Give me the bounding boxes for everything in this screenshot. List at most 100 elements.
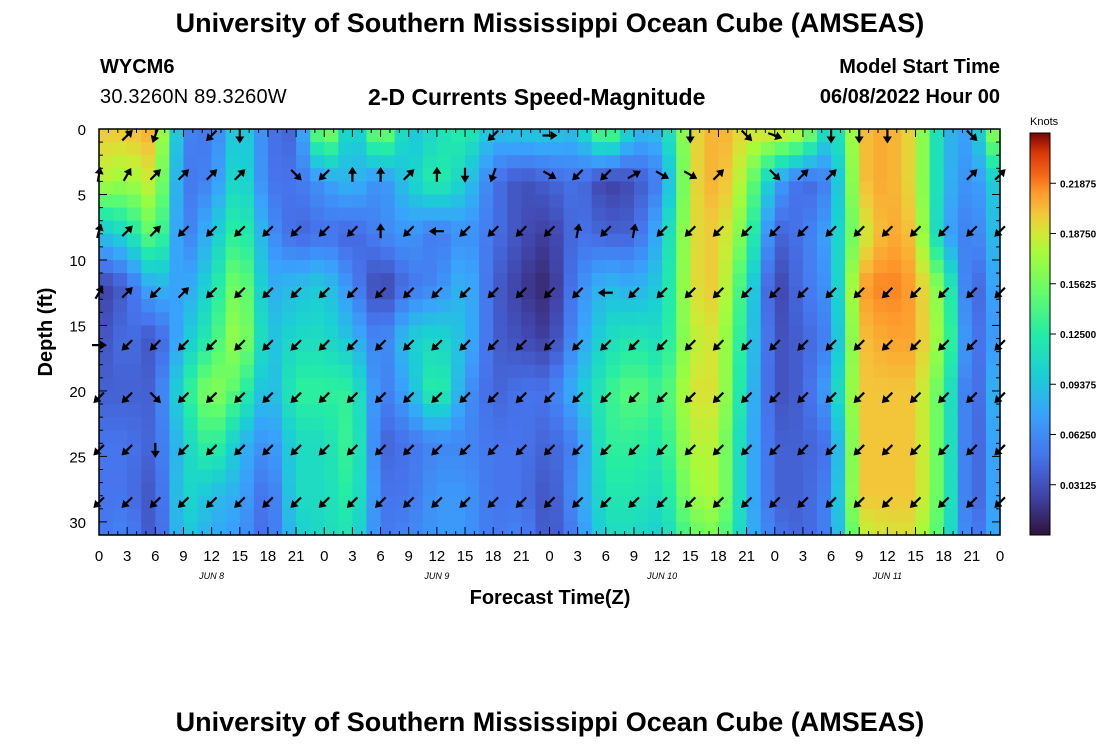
heatmap-cell — [436, 181, 452, 196]
heatmap-cell — [225, 273, 241, 287]
heatmap-cell — [662, 194, 677, 209]
heatmap-cell — [535, 351, 551, 366]
heatmap-cell — [845, 482, 860, 497]
heatmap-cell — [465, 377, 480, 392]
heatmap-cell — [296, 194, 311, 209]
heatmap-cell — [648, 246, 663, 261]
heatmap-cell — [127, 246, 142, 261]
current-arrow — [487, 496, 499, 508]
heatmap-cell — [760, 417, 776, 431]
x-tick-label: 3 — [573, 548, 581, 565]
heatmap-cell — [267, 443, 283, 458]
heatmap-cell — [887, 194, 903, 209]
heatmap-cell — [746, 508, 762, 523]
heatmap-cell — [816, 325, 832, 340]
heatmap-cell — [971, 443, 987, 458]
heatmap-cell — [352, 129, 368, 143]
heatmap-cell — [113, 377, 128, 392]
heatmap-cell — [732, 404, 748, 418]
heatmap-cell — [99, 417, 114, 431]
heatmap-cell — [465, 129, 480, 143]
heatmap-cell — [788, 312, 804, 327]
heatmap-cell — [915, 194, 931, 209]
heatmap-cell — [985, 181, 1001, 196]
heatmap-cell — [831, 508, 846, 523]
heatmap-cell — [324, 521, 339, 536]
current-arrow — [825, 286, 837, 299]
heatmap-cell — [521, 181, 537, 196]
heatmap-cell — [605, 508, 621, 523]
heatmap-cell — [985, 259, 1001, 274]
heatmap-cell — [296, 364, 311, 379]
heatmap-cell — [648, 456, 663, 471]
heatmap-cell — [99, 469, 114, 484]
heatmap-cell — [971, 312, 987, 327]
heatmap-cell — [225, 482, 241, 497]
heatmap-cell — [816, 456, 832, 471]
heatmap-cell — [816, 377, 832, 392]
heatmap-cell — [887, 521, 903, 536]
heatmap-cell — [127, 364, 142, 379]
heatmap-cell — [605, 495, 621, 510]
heatmap-cell — [127, 233, 142, 248]
heatmap-cell — [113, 469, 128, 484]
heatmap-cell — [296, 404, 311, 418]
heatmap-cell — [169, 469, 185, 484]
y-tick-label: 15 — [69, 318, 86, 335]
heatmap-cell — [732, 377, 748, 392]
heatmap-cell — [394, 417, 410, 431]
heatmap-cell — [338, 430, 354, 444]
current-arrow — [769, 444, 781, 456]
heatmap-cell — [873, 404, 888, 418]
heatmap-cell — [239, 443, 255, 458]
heatmap-cell — [169, 273, 185, 287]
heatmap-cell — [943, 456, 959, 471]
current-arrow — [205, 496, 218, 508]
heatmap-cell — [450, 246, 466, 261]
current-arrow — [93, 444, 105, 456]
heatmap-cell — [662, 338, 677, 353]
heatmap-cell — [901, 299, 917, 313]
heatmap-cell — [718, 377, 734, 392]
heatmap-cell — [450, 364, 466, 379]
heatmap-cell — [436, 207, 452, 222]
current-arrow — [572, 286, 584, 299]
current-arrow — [94, 223, 104, 239]
heatmap-cell — [690, 456, 705, 471]
heatmap-cell — [957, 299, 973, 313]
heatmap-cell — [802, 286, 818, 300]
current-arrow — [938, 444, 950, 456]
heatmap-cell — [296, 181, 311, 196]
y-tick-label: 25 — [69, 449, 86, 466]
heatmap-cell — [535, 469, 551, 484]
heatmap-cell — [633, 456, 649, 471]
heatmap-cell — [211, 286, 227, 300]
heatmap-cell — [676, 469, 691, 484]
heatmap-cell — [99, 129, 114, 143]
heatmap-cell — [352, 155, 368, 169]
heatmap-cell — [746, 220, 762, 235]
heatmap-cell — [141, 207, 156, 222]
heatmap-cell — [690, 299, 705, 313]
x-tick-label: 0 — [545, 548, 553, 565]
heatmap-cell — [591, 129, 607, 143]
heatmap-cell — [436, 168, 452, 182]
x-tick-label: 9 — [630, 548, 638, 565]
heatmap-cell — [436, 233, 452, 248]
current-arrow — [628, 286, 640, 299]
heatmap-cell — [845, 404, 860, 418]
heatmap-cell — [324, 469, 339, 484]
heatmap-cell — [338, 377, 354, 392]
heatmap-cell — [605, 312, 621, 327]
heatmap-cell — [366, 456, 382, 471]
current-arrow — [656, 391, 668, 404]
heatmap-cell — [310, 456, 325, 471]
heatmap-cell — [704, 377, 720, 392]
heatmap-cell — [141, 220, 156, 235]
heatmap-cell — [816, 364, 832, 379]
heatmap-cell — [422, 377, 438, 392]
heatmap-cell — [310, 377, 325, 392]
heatmap-cell — [760, 325, 776, 340]
heatmap-cell — [408, 220, 424, 235]
heatmap-cell — [436, 155, 452, 169]
